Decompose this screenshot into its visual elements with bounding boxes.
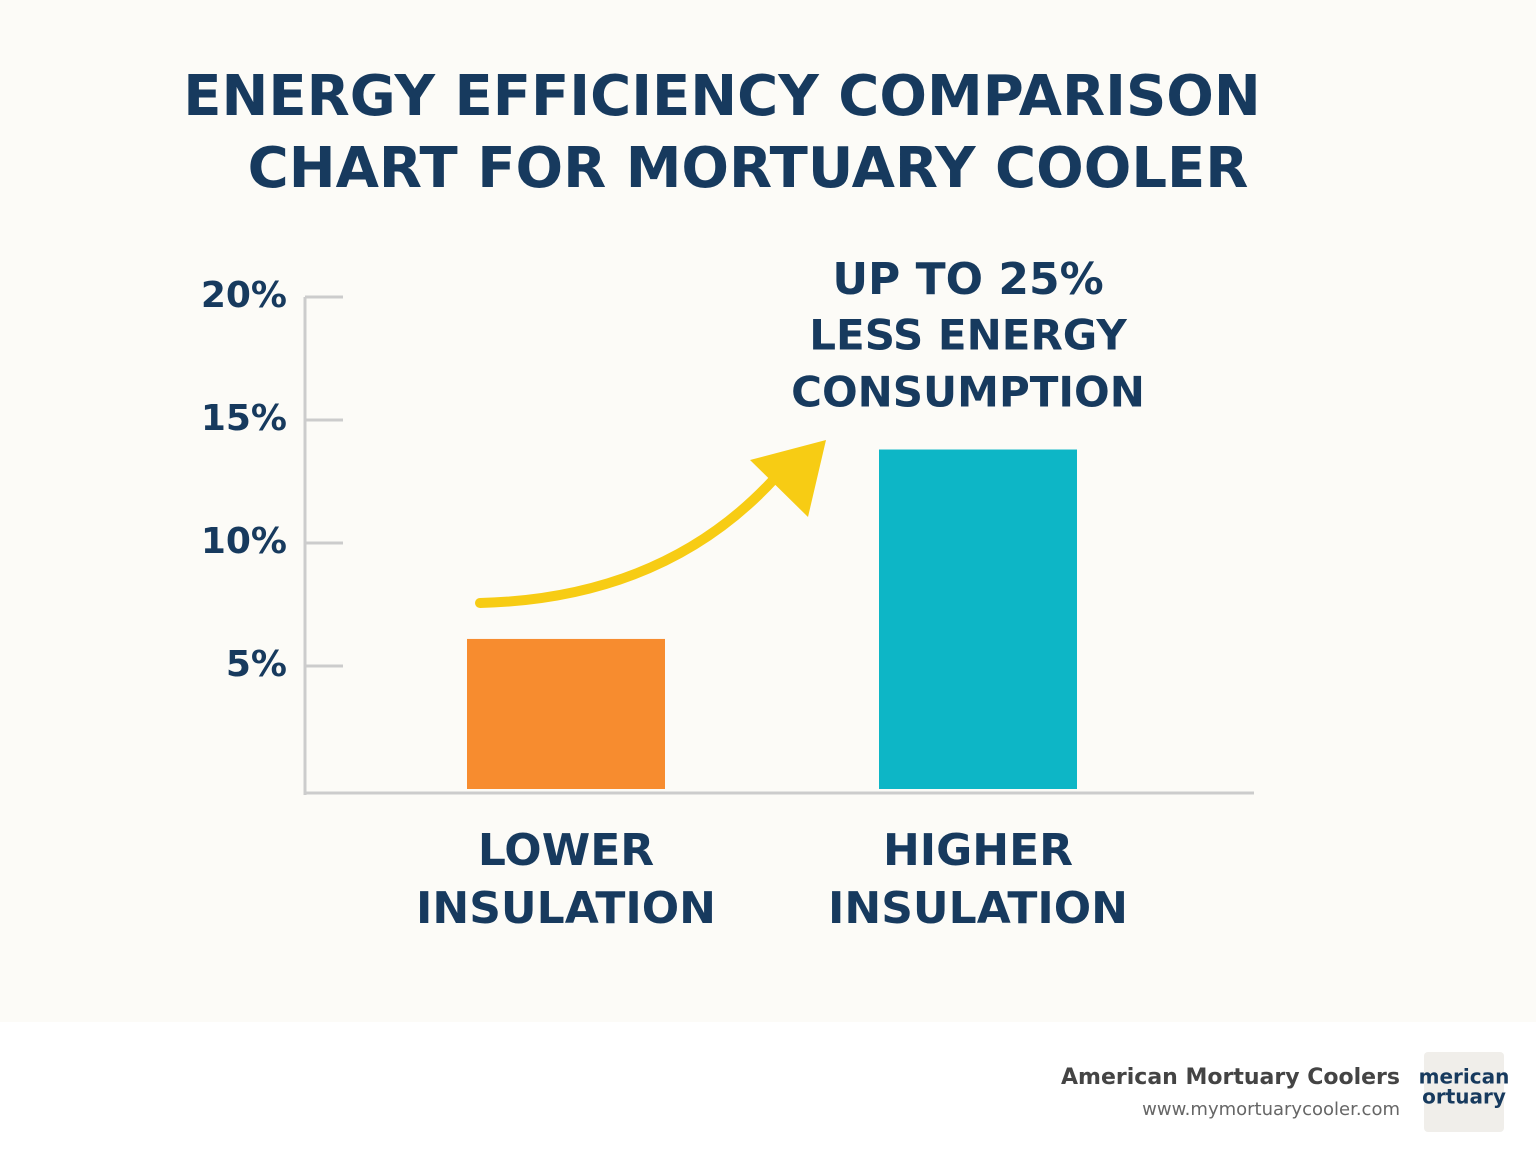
chart-title: ENERGY EFFICIENCY COMPARISON: [183, 64, 1261, 129]
chart-background: [0, 0, 1536, 1022]
annotation: UP TO 25%: [832, 254, 1103, 305]
logo: [1424, 1052, 1504, 1132]
y-tick-label: 15%: [201, 398, 287, 439]
y-tick-label: 10%: [201, 521, 287, 562]
annotation: CONSUMPTION: [791, 368, 1145, 417]
x-tick-label: HIGHER INSULATION: [828, 825, 1128, 934]
arrow: [475, 473, 780, 608]
logo-text: ortuary: [1422, 1085, 1506, 1109]
annotation: LESS ENERGY: [809, 311, 1127, 360]
chart-title: CHART FOR MORTUARY COOLER: [248, 136, 1249, 201]
bar: [467, 638, 665, 789]
logo-text: merican: [1419, 1065, 1510, 1089]
x-tick-label: LOWER INSULATION: [416, 825, 716, 934]
bar: [879, 449, 1077, 789]
y-tick-label: 5%: [226, 644, 287, 685]
footer-url: www.mymortuarycooler.com: [1142, 1099, 1400, 1120]
arrow-head: [750, 440, 826, 517]
footer-brand: American Mortuary Coolers: [1061, 1065, 1400, 1090]
y-tick-label: 20%: [201, 275, 287, 316]
